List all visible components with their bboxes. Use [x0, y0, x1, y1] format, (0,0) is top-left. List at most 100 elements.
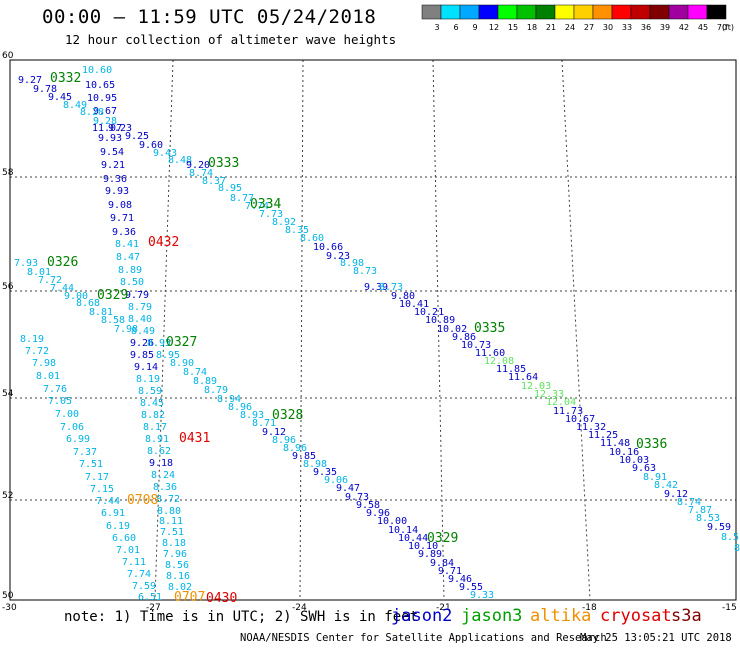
longitude-gridline: [432, 59, 445, 601]
wave-height-value: 10.21: [414, 307, 444, 318]
colorbar-label: 70: [717, 23, 727, 32]
wave-height-value: 8.95: [156, 350, 180, 361]
wave-height-value: 8.18: [162, 538, 186, 549]
wave-height-value: 8.01: [27, 267, 51, 278]
wave-height-value: 7.73: [259, 209, 283, 220]
colorbar-label: 30: [603, 23, 613, 32]
latitude-tick-label: 52: [2, 491, 13, 501]
wave-height-value: 6.51: [138, 592, 162, 603]
wave-height-value: 8.96: [228, 402, 252, 413]
wave-height-value: 8.28: [80, 107, 104, 118]
wave-height-value: 9.36: [112, 227, 136, 238]
wave-height-value: 10.02: [437, 324, 467, 335]
wave-height-value: 9.60: [139, 140, 163, 151]
wave-height-value: 10.95: [87, 93, 117, 104]
wave-height-value: 6.91: [101, 508, 125, 519]
wave-height-value: 10.60: [82, 65, 112, 76]
wave-height-value: 8.40: [128, 314, 152, 325]
wave-height-value: 8.94: [217, 394, 241, 405]
wave-height-value: 7.06: [60, 422, 84, 433]
colorbar-swatch: [573, 4, 594, 20]
wave-height-value: 9.23: [108, 123, 132, 134]
pass-label: 0333: [208, 156, 239, 171]
colorbar-swatch: [516, 4, 537, 20]
wave-height-value: 10.16: [609, 447, 639, 458]
wave-height-value: 6.99: [66, 434, 90, 445]
longitude-tick-label: -24: [292, 603, 307, 613]
footer-credit: NOAA/NESDIS Center for Satellite Applica…: [240, 632, 607, 644]
wave-height-value: 7.74: [245, 201, 269, 212]
longitude-tick-label: -18: [582, 603, 597, 613]
longitude-tick-label: -15: [722, 603, 737, 613]
wave-height-value: 11.73: [553, 406, 583, 417]
wave-height-value: 8.58: [101, 315, 125, 326]
wave-height-value: 10.14: [388, 525, 418, 536]
wave-height-value: 8.68: [76, 298, 100, 309]
wave-height-value: 9.80: [391, 291, 415, 302]
wave-height-value: 9.28: [93, 116, 117, 127]
wave-height-value: 9.43: [153, 148, 177, 159]
wave-height-value: 7.11: [122, 557, 146, 568]
wave-height-value: 9.46: [448, 574, 472, 585]
footer-timestamp: May 25 13:05:21 UTC 2018: [580, 632, 732, 644]
wave-height-value: 9.36: [103, 174, 127, 185]
colorbar-label: 12: [489, 23, 499, 32]
pass-label: 0430: [206, 591, 237, 606]
wave-height-value: 10.66: [313, 242, 343, 253]
map-subtitle: 12 hour collection of altimeter wave hei…: [65, 32, 397, 47]
wave-height-value: 10.41: [399, 299, 429, 310]
wave-height-value: 8.17: [143, 422, 167, 433]
longitude-gridline: [154, 59, 174, 601]
colorbar-label: 42: [679, 23, 689, 32]
wave-height-value: 8.92: [272, 217, 296, 228]
wave-height-value: 8.74: [677, 497, 701, 508]
colorbar-swatch: [421, 4, 442, 20]
wave-height-value: 9.71: [110, 213, 134, 224]
wave-height-value: 8.01: [36, 371, 60, 382]
longitude-tick-label: -30: [2, 603, 17, 613]
longitude-tick-label: -27: [146, 603, 161, 613]
wave-height-value: 8.35: [285, 225, 309, 236]
pass-label: 0326: [47, 255, 78, 270]
pass-label: 0332: [50, 71, 81, 86]
latitude-tick-label: 60: [2, 51, 14, 61]
wave-height-value: 8.79: [204, 385, 228, 396]
wave-height-value: 8.89: [193, 376, 217, 387]
colorbar-label: 24: [565, 23, 575, 32]
wave-height-value: 9.18: [149, 458, 173, 469]
wave-height-value: 8.74: [189, 168, 213, 179]
colorbar-label: 39: [660, 23, 670, 32]
colorbar-label: 18: [527, 23, 537, 32]
wave-height-value: 10.03: [619, 455, 649, 466]
wave-height-value: 8.19: [20, 334, 44, 345]
legend-s3a: s3a: [671, 606, 702, 626]
wave-height-value: 9.06: [324, 475, 348, 486]
wave-height-value: 7.37: [73, 447, 97, 458]
pass-label: 0336: [636, 437, 667, 452]
wave-height-value: 10.73: [461, 340, 491, 351]
wave-height-value: 7.51: [160, 527, 184, 538]
wave-height-value: 8.98: [340, 258, 364, 269]
wave-height-value: 8.80: [157, 506, 181, 517]
wave-height-value: 9.08: [108, 200, 132, 211]
wave-height-value: 9.79: [125, 290, 149, 301]
wave-height-value: 9.26: [130, 338, 154, 349]
colorbar-label: 36: [641, 23, 651, 32]
wave-height-value: 10.65: [85, 80, 115, 91]
latitude-tick-label: 54: [2, 389, 14, 399]
wave-height-value: 7.01: [116, 545, 140, 556]
pass-label: 0329: [97, 288, 128, 303]
pass-label: 0327: [166, 335, 197, 350]
wave-height-value: 8.79: [128, 302, 152, 313]
wave-height-value: 8.91: [145, 434, 169, 445]
wave-height-value: 9.89: [418, 549, 442, 560]
wave-height-value: 8.51: [721, 532, 740, 543]
wave-height-value: 8.74: [183, 367, 207, 378]
wave-height-value: 9.73: [345, 492, 369, 503]
longitude-gridline: [299, 59, 304, 601]
wave-height-value: 10.89: [425, 315, 455, 326]
wave-height-value: 9.85: [292, 451, 316, 462]
colorbar-label: 45: [698, 23, 708, 32]
